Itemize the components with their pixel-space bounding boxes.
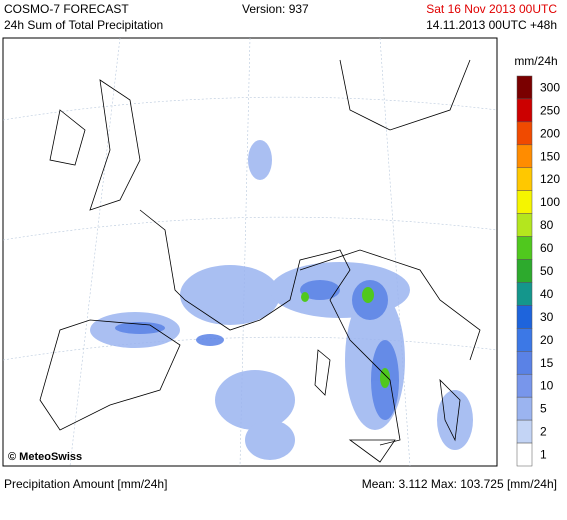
- legend-label: 15: [540, 356, 554, 370]
- valid-time: Sat 16 Nov 2013 00UTC: [426, 2, 557, 16]
- legend-label: 10: [540, 379, 554, 393]
- legend-swatch: [516, 75, 533, 100]
- subtitle: 24h Sum of Total Precipitation: [4, 18, 163, 32]
- legend-label: 60: [540, 241, 554, 255]
- legend-label: 150: [540, 149, 560, 163]
- legend: 300 250 200 150 120 100 80 60 50 40 30 20 15 10 5 2 1: [516, 75, 560, 467]
- legend-label: 5: [540, 402, 547, 416]
- legend-label: 200: [540, 126, 560, 140]
- version: Version: 937: [242, 2, 309, 16]
- legend-label: 120: [540, 172, 560, 186]
- legend-swatch: [516, 351, 533, 375]
- legend-swatch: [516, 396, 533, 421]
- legend-swatch: [516, 373, 533, 398]
- legend-swatch: [516, 167, 533, 191]
- legend-label: 1: [540, 448, 547, 462]
- legend-unit: mm/24h: [514, 54, 557, 68]
- legend-swatch: [516, 144, 533, 169]
- copyright: © MeteoSwiss: [8, 451, 82, 463]
- legend-swatch: [516, 442, 533, 467]
- legend-label: 20: [540, 333, 554, 347]
- legend-label: 50: [540, 264, 554, 278]
- legend-swatch: [516, 282, 533, 306]
- footer-left: Precipitation Amount [mm/24h]: [4, 477, 167, 491]
- footer-right: Mean: 3.112 Max: 103.725 [mm/24h]: [362, 477, 557, 491]
- legend-swatch: [516, 236, 533, 260]
- legend-swatch: [516, 190, 533, 214]
- legend-label: 40: [540, 287, 554, 301]
- legend-swatch: [516, 328, 533, 352]
- legend-swatch: [516, 305, 533, 329]
- legend-label: 80: [540, 218, 554, 232]
- legend-swatch: [516, 98, 533, 123]
- legend-swatch: [516, 121, 533, 146]
- title: COSMO-7 FORECAST: [4, 2, 129, 16]
- legend-swatch: [516, 213, 533, 237]
- legend-label: 300: [540, 80, 560, 94]
- map: © MeteoSwiss: [2, 37, 498, 467]
- legend-swatch: [516, 419, 533, 444]
- legend-label: 250: [540, 103, 560, 117]
- run-time: 14.11.2013 00UTC +48h: [426, 18, 557, 32]
- legend-label: 100: [540, 195, 560, 209]
- legend-label: 2: [540, 425, 547, 439]
- legend-swatch: [516, 259, 533, 283]
- legend-label: 30: [540, 310, 554, 324]
